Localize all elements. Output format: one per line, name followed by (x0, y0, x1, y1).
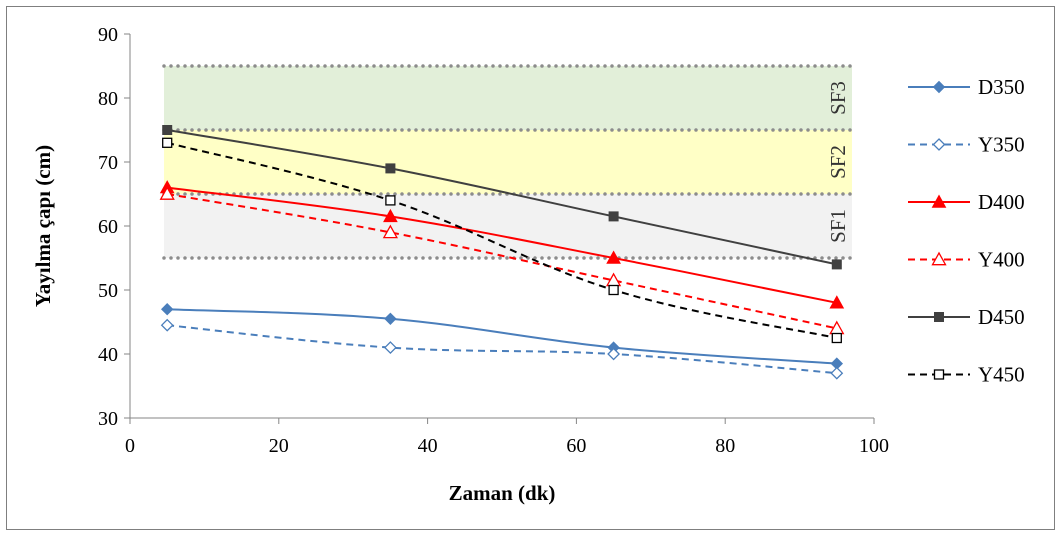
x-tick-label: 20 (269, 435, 289, 457)
x-tick-label: 0 (125, 435, 135, 457)
legend-item-y450: Y450 (908, 363, 1025, 387)
legend-marker (931, 194, 947, 208)
data-point-y450 (385, 195, 396, 206)
y-tick-label: 40 (98, 344, 118, 366)
data-point-y450 (162, 137, 173, 148)
series-line-y350 (167, 324, 837, 375)
band-label-sf1: SF1 (826, 209, 850, 243)
band-sf3 (164, 66, 852, 130)
y-ticks: 30 40 50 60 70 80 90 (98, 24, 130, 430)
data-point-d350 (160, 302, 174, 316)
data-point-y350 (383, 341, 397, 355)
y-axis-title: Yayılma çapı (cm) (31, 145, 55, 307)
x-ticks: 0 20 40 60 80 100 (125, 418, 889, 457)
x-axis-title: Zaman (dk) (449, 481, 556, 505)
legend-marker (934, 312, 944, 322)
series-line-d400 (167, 186, 837, 304)
data-point-d400 (606, 250, 621, 264)
data-point-d450 (608, 211, 619, 222)
legend-label: D450 (978, 305, 1025, 329)
legend-label: Y400 (978, 248, 1025, 272)
data-point-d350 (384, 312, 397, 326)
band-label-sf3: SF3 (826, 81, 850, 115)
legend-item-y400: Y400 (908, 248, 1025, 272)
y-tick-label: 80 (98, 88, 118, 110)
y-tick-label: 50 (98, 280, 118, 302)
x-tick-label: 40 (418, 435, 438, 457)
y-tick-label: 30 (98, 408, 118, 430)
legend-label: Y350 (978, 133, 1025, 157)
band-sf2 (164, 130, 852, 194)
legend: D350 Y350 D400 Y400 D450 Y450 (908, 75, 1025, 387)
series-layer (159, 125, 845, 380)
band-label-sf2: SF2 (826, 145, 850, 179)
legend-marker (931, 251, 947, 266)
data-point-y350 (607, 347, 621, 361)
y-tick-label: 90 (98, 24, 118, 46)
series-line-y450 (166, 141, 838, 339)
data-point-y350 (160, 318, 174, 332)
legend-label: Y450 (978, 363, 1025, 387)
data-point-d400 (829, 295, 845, 309)
legend-item-d400: D400 (908, 190, 1025, 214)
data-point-y450 (608, 284, 619, 296)
y-tick-label: 60 (98, 216, 118, 238)
data-point-y400 (382, 224, 399, 239)
series-line-d450 (167, 129, 838, 266)
legend-label: D350 (978, 75, 1025, 99)
series-d400 (159, 180, 845, 309)
legend-item-d450: D450 (908, 305, 1025, 329)
legend-marker (932, 138, 946, 151)
data-point-d400 (383, 208, 398, 223)
x-tick-label: 60 (566, 435, 586, 457)
legend-label: D400 (978, 190, 1025, 214)
data-point-y350 (830, 366, 844, 380)
data-point-y450 (831, 332, 842, 344)
series-d450 (162, 125, 842, 270)
legend-marker (933, 369, 945, 380)
legend-item-y350: Y350 (908, 133, 1025, 157)
series-y450 (162, 137, 842, 344)
series-y350 (160, 318, 844, 380)
data-point-d450 (162, 125, 173, 135)
x-tick-label: 80 (715, 435, 735, 457)
legend-marker (932, 80, 946, 94)
band-sf1 (164, 194, 852, 258)
x-tick-label: 100 (859, 435, 889, 457)
series-line-d350 (167, 308, 837, 365)
data-point-d450 (831, 259, 842, 270)
data-point-y400 (159, 186, 175, 200)
y-tick-label: 70 (98, 152, 118, 174)
legend-item-d350: D350 (908, 75, 1025, 99)
band-layer: SF1 SF2 SF3 (162, 64, 854, 260)
series-line-y400 (167, 193, 838, 330)
data-point-d450 (385, 163, 396, 174)
